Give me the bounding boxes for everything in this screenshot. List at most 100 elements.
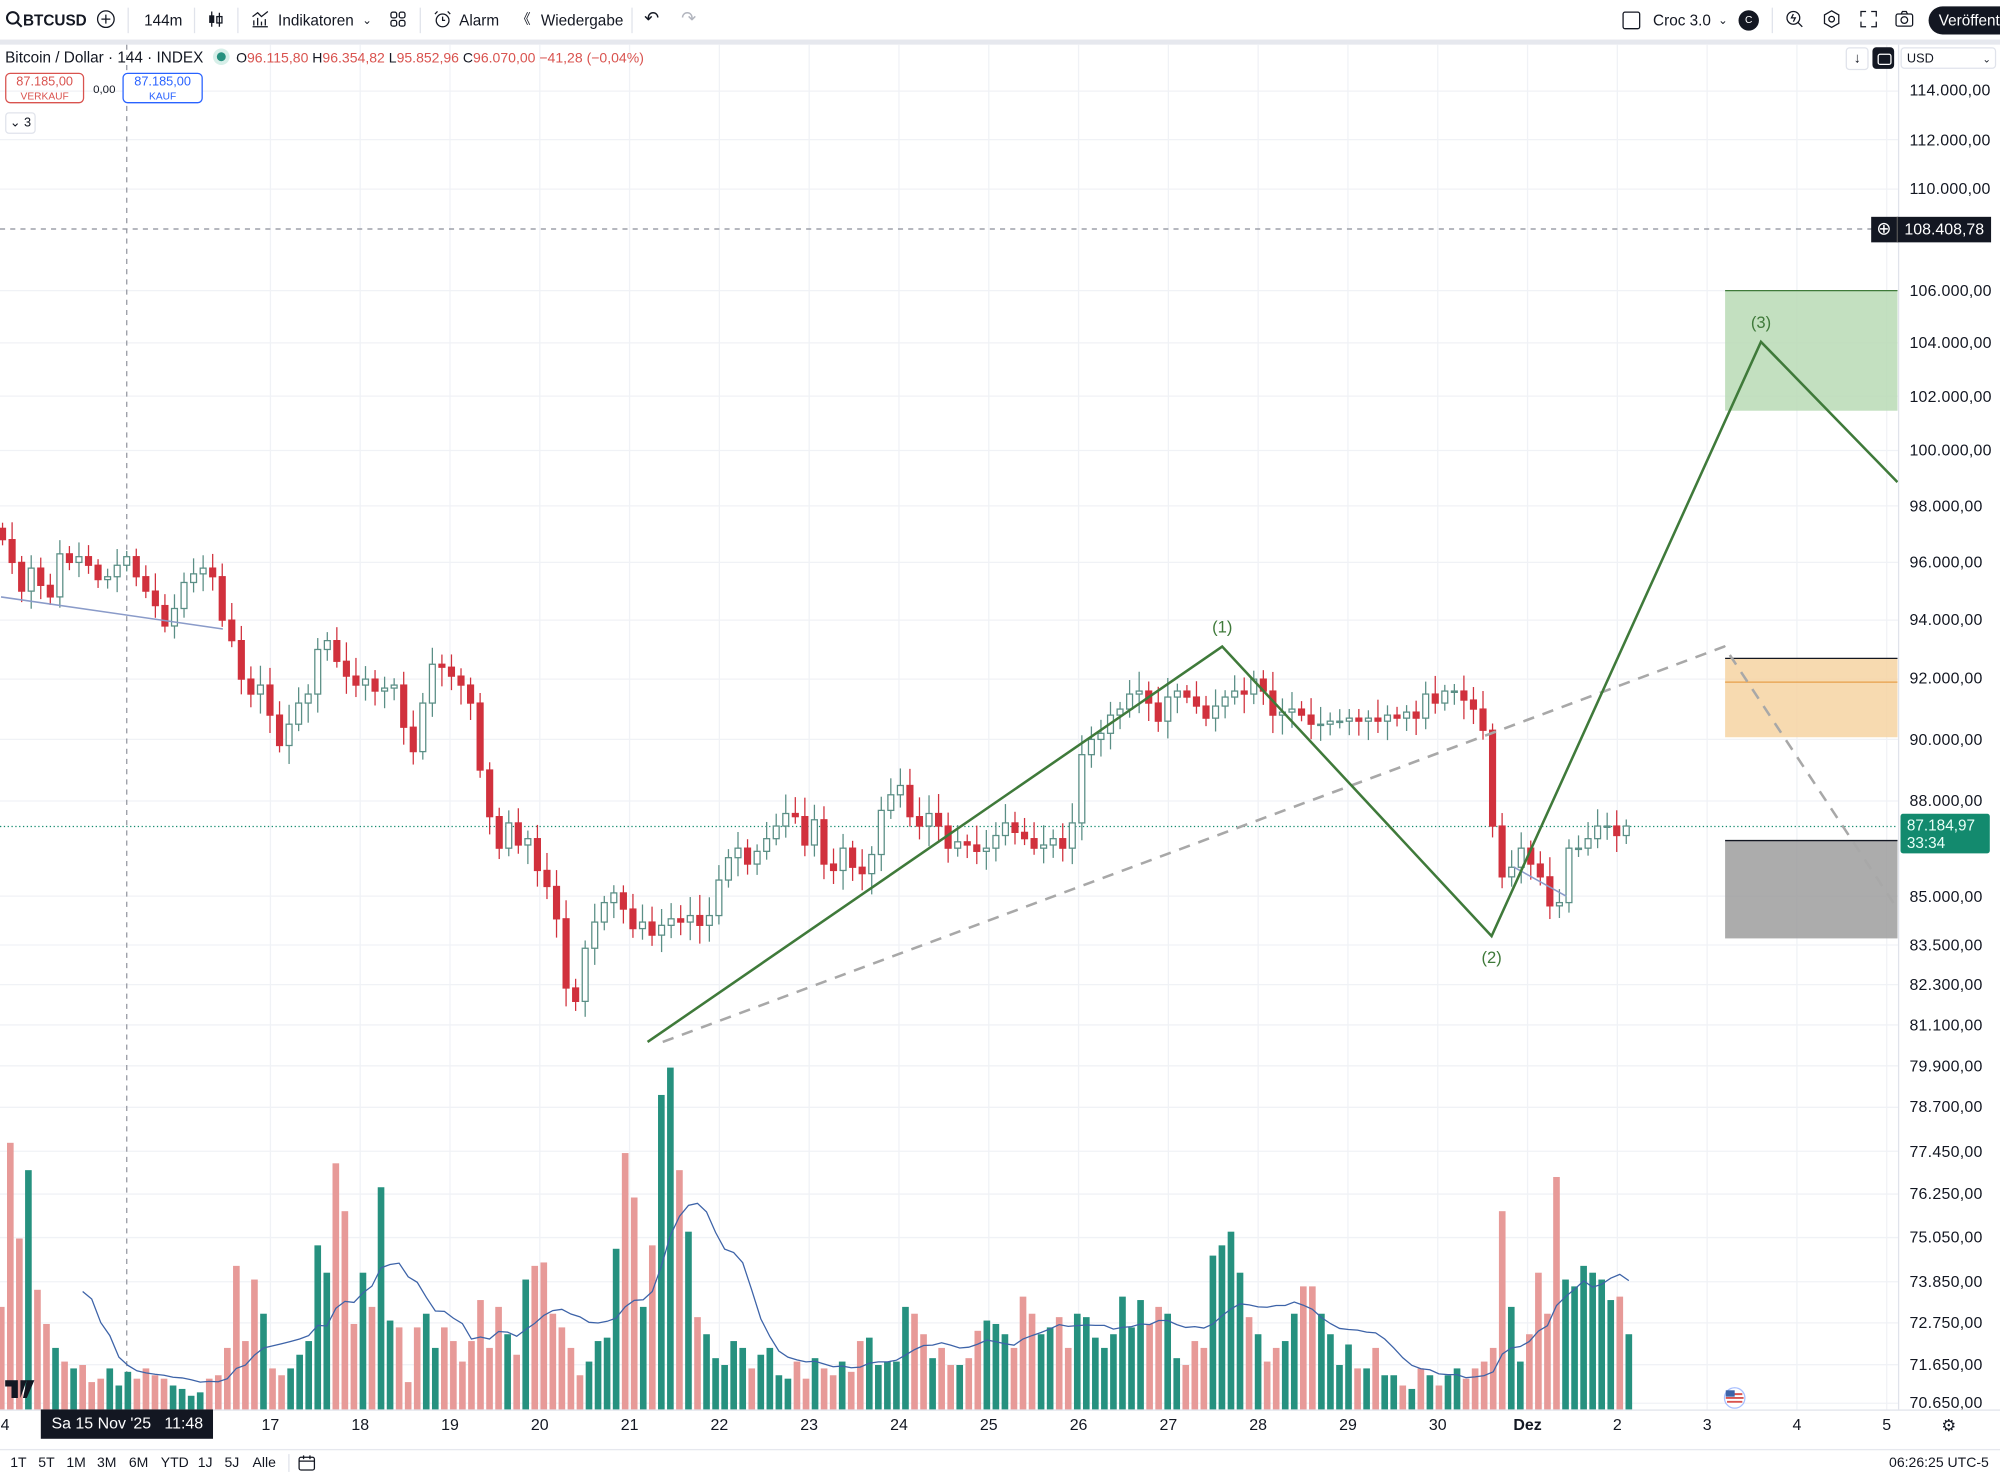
candle-body [543, 869, 551, 888]
candle [514, 808, 522, 854]
volume-bar [187, 1395, 195, 1410]
chevron-down-icon[interactable]: ⌄ [362, 14, 372, 27]
volume-bar [1164, 1313, 1172, 1410]
candle-body [218, 576, 226, 621]
alarm-button[interactable]: Alarm [459, 11, 500, 30]
user-avatar[interactable]: C [1738, 10, 1759, 31]
axis-settings-gear-icon[interactable]: ⚙ [1941, 1415, 1957, 1435]
candle-body [209, 567, 217, 578]
volume-bar [1363, 1368, 1370, 1410]
layout-checkbox[interactable] [1622, 11, 1641, 30]
add-alert-plus-icon[interactable]: ⊕ [1871, 216, 1898, 242]
candle [409, 710, 417, 765]
range-button-6m[interactable]: 6M [128, 1455, 149, 1471]
redo-icon[interactable]: ↷ [681, 7, 697, 29]
range-button-5t[interactable]: 5T [38, 1455, 55, 1471]
candle-body [782, 812, 790, 827]
indicators-icon[interactable] [250, 9, 270, 29]
candle-body [533, 838, 541, 872]
clock-timezone[interactable]: 06:26:25 UTC-5 [1889, 1455, 1989, 1471]
range-button-1t[interactable]: 1T [10, 1455, 27, 1471]
price-axis-border [1897, 44, 1900, 1410]
us-flag-event-icon[interactable] [1723, 1386, 1746, 1409]
candle-body [1192, 696, 1201, 707]
layout-grid-icon[interactable] [388, 9, 408, 29]
calendar-goto-date-icon[interactable] [297, 1454, 316, 1472]
volume-bar [124, 1371, 132, 1410]
range-button-ytd[interactable]: YTD [160, 1455, 189, 1471]
symbol-search-button[interactable]: BTCUSD [22, 11, 87, 30]
candle [1317, 706, 1325, 741]
price-axis-label: 106.000,00 [1909, 281, 1992, 300]
settings-gear-icon[interactable] [1821, 9, 1841, 29]
candle [629, 893, 637, 938]
volume-bar [486, 1347, 493, 1410]
candle-type-icon[interactable] [205, 9, 225, 29]
sell-button[interactable]: 87.185,00 VERKAUF [5, 72, 85, 104]
candle-body [400, 684, 408, 728]
volume-bar [739, 1347, 747, 1410]
time-axis-label: 3 [1702, 1415, 1712, 1434]
volume-bar [1444, 1375, 1452, 1410]
price-chart[interactable]: (1) (2) (3) [0, 44, 2000, 1448]
time-axis-label: 20 [530, 1415, 549, 1434]
alarm-clock-icon[interactable] [432, 9, 452, 29]
currency-select[interactable]: USD ⌄ [1900, 47, 1997, 69]
candle [696, 894, 704, 944]
search-icon[interactable] [4, 9, 24, 29]
publish-button[interactable]: Veröffentlichen [1928, 6, 2000, 35]
volume-bar [694, 1317, 701, 1410]
candle [1374, 699, 1382, 733]
volume-bar [1299, 1286, 1307, 1410]
time-axis-label: 24 [890, 1415, 908, 1434]
range-button-alle[interactable]: Alle [252, 1455, 276, 1471]
quick-search-icon[interactable] [1784, 9, 1804, 29]
candle [457, 668, 465, 705]
drawing-zones[interactable] [1725, 290, 1898, 939]
candle-body [457, 675, 465, 686]
candle-body [361, 678, 370, 686]
range-button-3m[interactable]: 3M [96, 1455, 117, 1471]
buy-button[interactable]: 87.185,00 KAUF [122, 72, 203, 104]
candle [1068, 803, 1076, 865]
scale-down-arrow-icon[interactable]: ↓ [1845, 47, 1869, 71]
volume-bar [16, 1238, 23, 1410]
candle-body [1154, 702, 1162, 722]
undo-icon[interactable]: ↶ [644, 7, 660, 29]
volume-bar [504, 1334, 511, 1410]
auto-scale-toggle[interactable] [1872, 47, 1895, 69]
layout-name-button[interactable]: Croc 3.0 [1653, 11, 1711, 30]
camera-icon[interactable] [1894, 9, 1914, 29]
replay-icon[interactable]: 《 [516, 12, 531, 29]
candle-body [113, 564, 121, 578]
range-button-1m[interactable]: 1M [66, 1455, 86, 1471]
candle-body [1087, 738, 1095, 756]
replay-button[interactable]: Wiedergabe [540, 11, 624, 30]
interval-button[interactable]: 144m [144, 11, 183, 30]
collapse-indicators-button[interactable]: ⌄ 3 [5, 112, 36, 134]
candle [982, 829, 990, 870]
symbol-title[interactable]: Bitcoin / Dollar · 144 · INDEX [5, 48, 204, 67]
tradingview-logo[interactable] [5, 1380, 38, 1398]
indicators-button[interactable]: Indikatoren [278, 11, 354, 30]
candle [113, 549, 121, 593]
candle [591, 903, 599, 965]
candle-body [829, 863, 838, 872]
divider [193, 7, 196, 34]
volume-bar [133, 1378, 141, 1410]
volume-bar [947, 1364, 954, 1410]
range-button-5j[interactable]: 5J [224, 1455, 240, 1471]
candle-body [629, 908, 637, 930]
fullscreen-icon[interactable] [1858, 9, 1878, 29]
volume-bar [1173, 1358, 1181, 1410]
volume-bar [1137, 1300, 1144, 1410]
compare-symbol-plus-icon[interactable] [96, 9, 116, 29]
chevron-down-icon[interactable]: ⌄ [1718, 14, 1728, 27]
volume-bar [603, 1337, 611, 1410]
wave-drawings[interactable]: (1) (2) (3) [0, 313, 1899, 1044]
volume-bar [1327, 1334, 1334, 1410]
candle-body [801, 816, 809, 846]
range-button-1j[interactable]: 1J [197, 1455, 213, 1471]
candle [170, 594, 179, 639]
